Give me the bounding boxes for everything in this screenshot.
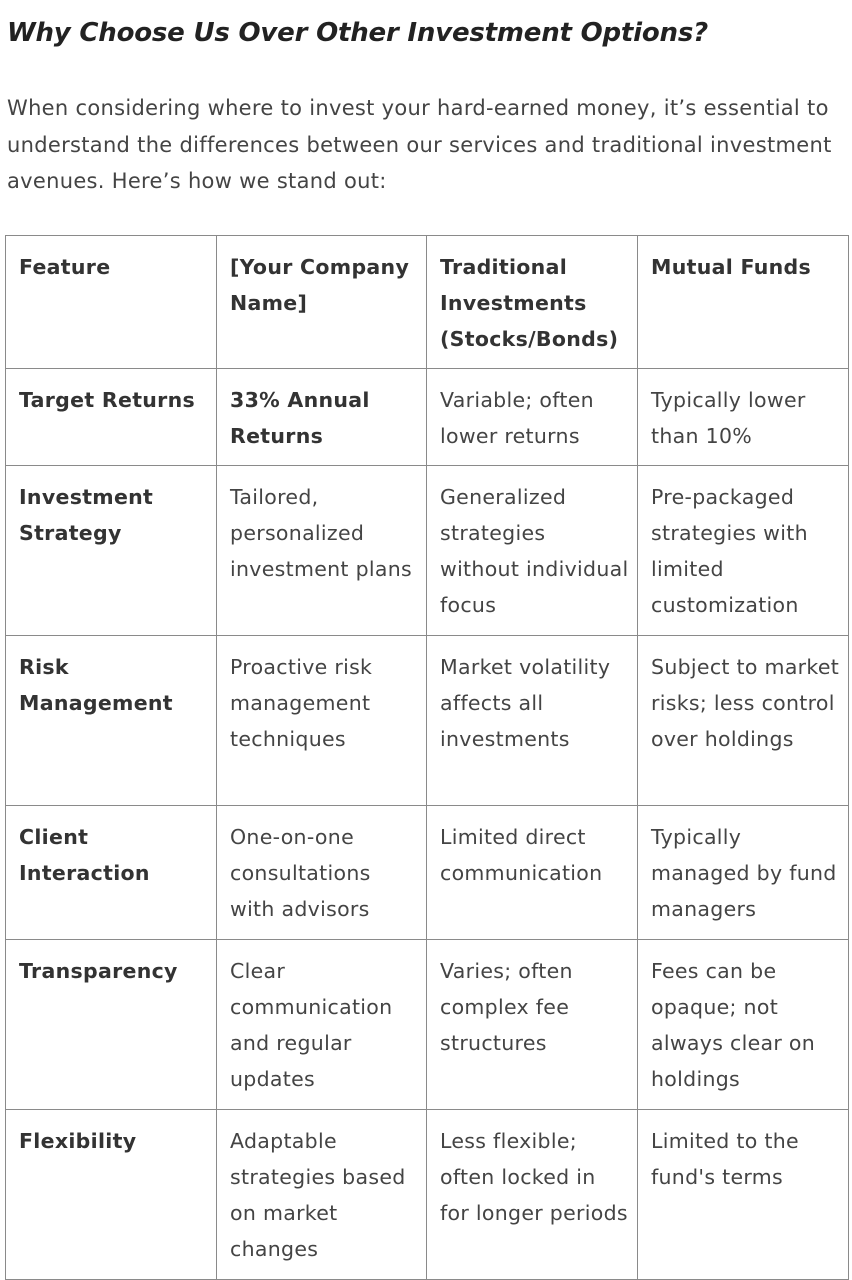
table-row: Risk Management Proactive risk managemen…: [5, 635, 849, 806]
row-feature-investment-strategy: Investment Strategy: [5, 465, 217, 636]
cell-company: Proactive risk management techniques: [216, 635, 427, 806]
header-mutual-funds: Mutual Funds: [637, 235, 849, 369]
cell-traditional: Market volatility affects all investment…: [426, 635, 638, 806]
page-heading: Why Choose Us Over Other Investment Opti…: [7, 18, 708, 48]
cell-company: Clear communication and regular updates: [216, 939, 427, 1110]
row-feature-risk-management: Risk Management: [5, 635, 217, 806]
cell-mutual: Subject to market risks; less control ov…: [637, 635, 849, 806]
cell-traditional: Limited direct communication: [426, 805, 638, 940]
cell-traditional: Generalized strategies without individua…: [426, 465, 638, 636]
table-row: Flexibility Adaptable strategies based o…: [5, 1109, 849, 1280]
cell-mutual: Fees can be opaque; not always clear on …: [637, 939, 849, 1110]
cell-company: One-on-one consultations with advisors: [216, 805, 427, 940]
row-feature-flexibility: Flexibility: [5, 1109, 217, 1280]
table-row: Investment Strategy Tailored, personaliz…: [5, 465, 849, 636]
table-row: Client Interaction One-on-one consultati…: [5, 805, 849, 940]
table-row: Transparency Clear communication and reg…: [5, 939, 849, 1110]
comparison-table: Feature [Your Company Name] Traditional …: [5, 235, 849, 1280]
row-feature-transparency: Transparency: [5, 939, 217, 1110]
row-feature-target-returns: Target Returns: [5, 368, 217, 466]
table-header-row: Feature [Your Company Name] Traditional …: [5, 235, 849, 369]
cell-traditional: Variable; often lower returns: [426, 368, 638, 466]
cell-mutual: Typically managed by fund managers: [637, 805, 849, 940]
header-company: [Your Company Name]: [216, 235, 427, 369]
table-row: Target Returns 33% Annual Returns Variab…: [5, 368, 849, 466]
cell-mutual: Limited to the fund's terms: [637, 1109, 849, 1280]
cell-traditional: Less flexible; often locked in for longe…: [426, 1109, 638, 1280]
intro-paragraph: When considering where to invest your ha…: [7, 96, 832, 193]
cell-company: Tailored, personalized investment plans: [216, 465, 427, 636]
cell-company: 33% Annual Returns: [216, 368, 427, 466]
row-feature-client-interaction: Client Interaction: [5, 805, 217, 940]
cell-mutual: Typically lower than 10%: [637, 368, 849, 466]
cell-mutual: Pre-packaged strategies with limited cus…: [637, 465, 849, 636]
cell-traditional: Varies; often complex fee structures: [426, 939, 638, 1110]
cell-company: Adaptable strategies based on market cha…: [216, 1109, 427, 1280]
header-feature: Feature: [5, 235, 217, 369]
header-traditional: Traditional Investments (Stocks/Bonds): [426, 235, 638, 369]
